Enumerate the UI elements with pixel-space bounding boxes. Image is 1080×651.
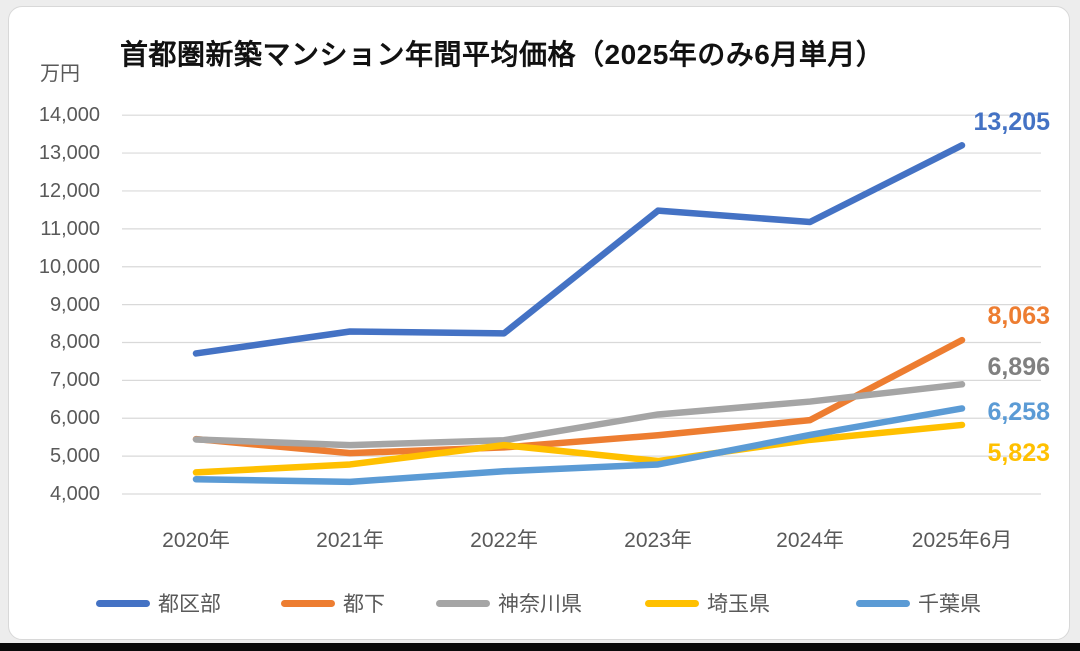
series-end-label: 5,823	[987, 438, 1050, 467]
legend-item: 埼玉県	[645, 591, 770, 616]
y-axis-tick-label: 10,000	[38, 255, 100, 278]
y-axis-tick-label: 5,000	[49, 445, 100, 468]
legend-label: 千葉県	[918, 593, 981, 616]
series-end-label: 6,896	[987, 353, 1050, 382]
legend-label: 都区部	[158, 593, 221, 616]
legend-item: 都下	[281, 591, 385, 616]
x-axis-tick-label: 2020年	[162, 529, 230, 552]
legend-label: 都下	[343, 593, 385, 616]
chart-card	[8, 6, 1070, 640]
series-end-label: 6,258	[987, 398, 1050, 427]
series-line-0	[192, 142, 966, 357]
legend-label: 埼玉県	[707, 593, 770, 616]
x-axis-tick-label: 2022年	[470, 529, 538, 552]
series-end-label: 8,063	[987, 302, 1050, 331]
series-line-3	[192, 421, 966, 476]
y-axis-tick-label: 13,000	[38, 142, 100, 165]
legend-line-swatch-icon	[856, 599, 910, 607]
series-line-4	[192, 405, 966, 486]
legend-line-swatch-icon	[281, 599, 335, 607]
y-axis-tick-label: 14,000	[38, 104, 100, 127]
x-axis-tick-label: 2023年	[624, 529, 692, 552]
series-end-label: 13,205	[973, 108, 1050, 137]
y-axis-tick-label: 9,000	[49, 293, 100, 316]
y-axis-tick-label: 8,000	[49, 331, 100, 354]
x-axis-tick-label: 2024年	[776, 529, 844, 552]
legend-item: 千葉県	[856, 591, 981, 616]
y-axis-tick-label: 4,000	[49, 483, 100, 505]
series-line-2	[192, 381, 966, 449]
legend-line-swatch-icon	[96, 599, 150, 607]
legend-label: 神奈川県	[498, 593, 582, 616]
x-axis-tick-label: 2021年	[316, 529, 384, 552]
bottom-black-bar	[0, 643, 1080, 651]
y-axis-tick-label: 6,000	[49, 407, 100, 430]
legend-item: 都区部	[96, 591, 221, 616]
legend-item: 神奈川県	[436, 591, 582, 616]
y-axis-tick-label: 11,000	[40, 217, 100, 240]
y-axis-tick-label: 12,000	[38, 179, 100, 202]
x-axis-tick-label: 2025年6月	[911, 529, 1013, 552]
series-line-1	[192, 336, 966, 457]
chart-title: 首都圏新築マンション年間平均価格（2025年のみ6月単月）	[120, 39, 885, 70]
y-axis-tick-label: 7,000	[49, 369, 100, 392]
legend-line-swatch-icon	[645, 599, 699, 607]
legend-line-swatch-icon	[436, 599, 490, 607]
series-lines	[192, 142, 966, 486]
y-axis-unit-label: 万円	[40, 63, 80, 85]
